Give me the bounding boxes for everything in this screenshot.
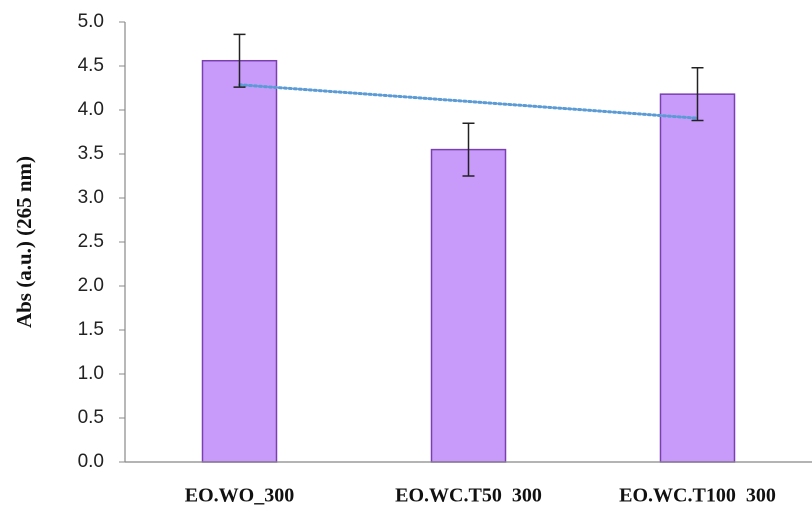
y-tick-label: 0.5 — [78, 407, 104, 428]
bar — [430, 148, 507, 463]
trendline — [238, 83, 699, 120]
y-tick-label: 1.5 — [78, 319, 104, 340]
y-axis-label: Abs (a.u.) (265 nm) — [12, 156, 36, 328]
y-tick-label: 2.0 — [78, 275, 104, 296]
x-tick-label: EO.WC.T50 300 — [395, 485, 542, 507]
error-bar — [233, 33, 246, 88]
x-tick-label: EO.WO_300 — [185, 485, 294, 507]
y-tick-label: 1.0 — [78, 363, 104, 384]
y-tick-label: 0.0 — [78, 451, 104, 472]
error-bar — [462, 122, 475, 177]
bar — [659, 93, 736, 463]
y-tick-label: 2.5 — [78, 231, 104, 252]
y-tick-label: 3.5 — [78, 143, 104, 164]
x-tick-label: EO.WC.T100 300 — [619, 485, 776, 507]
y-tick-label: 3.0 — [78, 187, 104, 208]
bar — [201, 59, 278, 463]
y-tick-label: 5.0 — [78, 11, 104, 32]
y-tick-label: 4.5 — [78, 55, 104, 76]
y-tick-label: 4.0 — [78, 99, 104, 120]
error-bar — [691, 67, 704, 122]
